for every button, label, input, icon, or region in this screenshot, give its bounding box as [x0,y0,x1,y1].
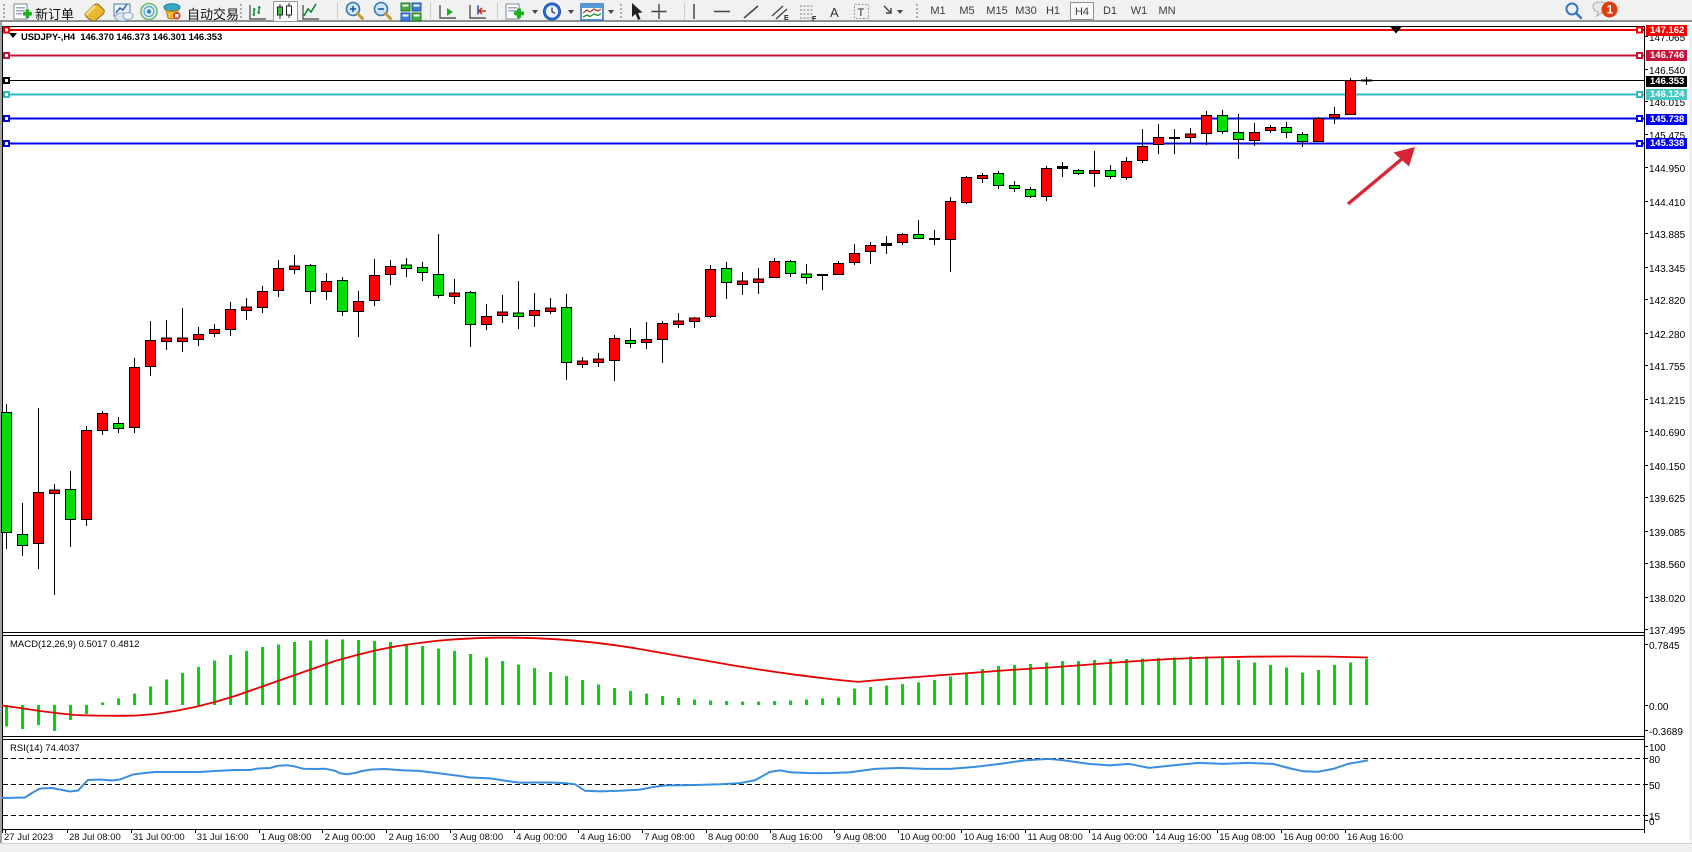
svg-text:T: T [858,7,865,19]
svg-text:A: A [830,5,839,20]
svg-text:1: 1 [1607,5,1614,17]
svg-text:F: F [812,16,817,23]
svg-text:E: E [784,15,789,22]
